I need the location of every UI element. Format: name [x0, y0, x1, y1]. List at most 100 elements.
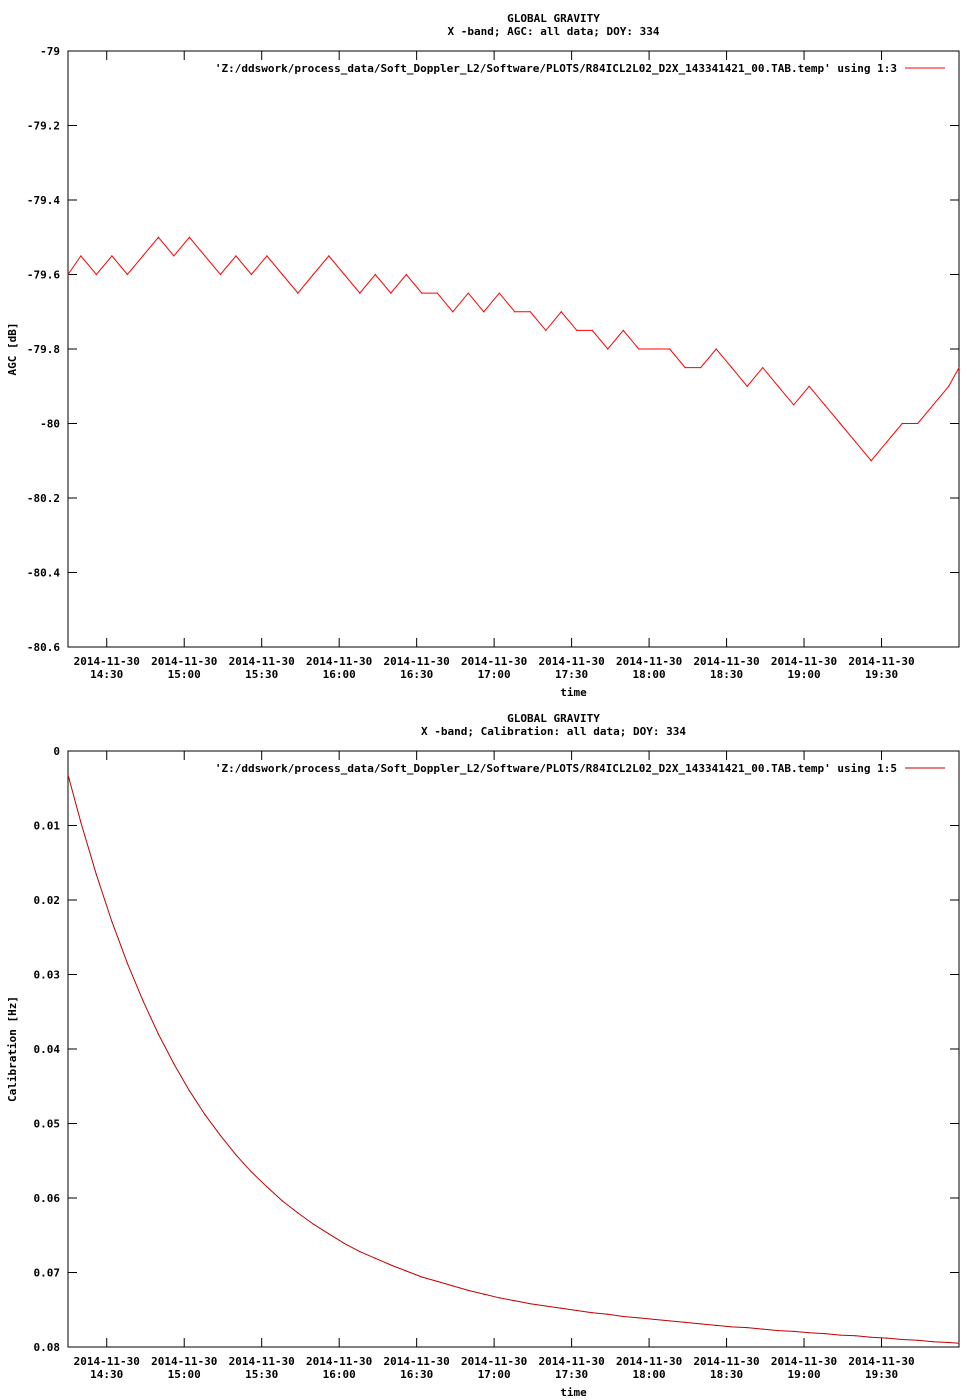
data-point — [483, 1293, 485, 1295]
data-point — [958, 367, 960, 369]
x-tick-time-label: 17:30 — [555, 1368, 588, 1381]
x-tick-time-label: 14:30 — [90, 1368, 123, 1381]
data-point — [638, 348, 640, 350]
data-point — [312, 1223, 314, 1225]
x-tick-time-label: 15:00 — [168, 1368, 201, 1381]
data-point — [793, 404, 795, 406]
y-tick-label: -79.8 — [27, 343, 60, 356]
data-point — [684, 367, 686, 369]
data-point — [514, 1300, 516, 1302]
data-point — [870, 1336, 872, 1338]
data-point — [622, 329, 624, 331]
x-tick-time-label: 15:30 — [245, 668, 278, 681]
data-point — [436, 292, 438, 294]
data-point — [157, 1033, 159, 1035]
y-tick-label: -79.2 — [27, 120, 60, 133]
data-point — [374, 273, 376, 276]
data-point — [777, 1330, 779, 1332]
x-tick-date-label: 2014-11-30 — [151, 1355, 217, 1368]
data-point — [715, 348, 717, 350]
x-tick-time-label: 19:30 — [865, 1368, 898, 1381]
data-point — [746, 1327, 748, 1329]
x-tick-time-label: 16:30 — [400, 1368, 433, 1381]
data-point — [235, 255, 237, 257]
x-tick-date-label: 2014-11-30 — [306, 1355, 372, 1368]
data-point — [653, 348, 655, 350]
data-point — [343, 273, 345, 276]
y-tick-label: 0.01 — [34, 820, 61, 833]
data-point — [591, 329, 593, 331]
series-line — [67, 236, 960, 462]
data-point — [824, 1332, 826, 1335]
data-point — [932, 404, 934, 406]
y-tick-label: 0.03 — [34, 969, 61, 982]
data-point — [917, 1339, 919, 1341]
x-tick-date-label: 2014-11-30 — [693, 655, 759, 668]
y-tick-label: 0.02 — [34, 894, 61, 907]
data-point — [80, 255, 82, 257]
data-point — [126, 962, 128, 964]
data-point — [529, 1303, 531, 1305]
x-tick-time-label: 19:30 — [865, 668, 898, 681]
data-point — [452, 311, 454, 313]
data-point — [359, 1251, 361, 1253]
x-tick-time-label: 18:00 — [633, 1368, 666, 1381]
data-point — [80, 821, 82, 824]
data-point — [374, 1257, 376, 1259]
x-axis-label: time — [560, 686, 587, 699]
data-point — [700, 1323, 702, 1325]
chart-title: GLOBAL GRAVITY — [507, 712, 600, 725]
y-tick-label: -80.2 — [27, 492, 60, 505]
data-point — [839, 1334, 841, 1336]
data-point — [793, 1330, 795, 1332]
y-tick-label: 0.05 — [34, 1118, 61, 1131]
x-tick-date-label: 2014-11-30 — [384, 1355, 450, 1368]
data-point — [653, 1318, 655, 1321]
x-axis-label: time — [560, 1386, 587, 1399]
data-point — [111, 921, 113, 923]
data-point — [715, 1324, 717, 1326]
x-tick-time-label: 14:30 — [90, 668, 123, 681]
data-point — [591, 1312, 593, 1314]
data-point — [452, 1285, 454, 1287]
y-tick-label: -80 — [40, 418, 60, 431]
data-point — [917, 422, 919, 425]
data-point — [498, 292, 500, 294]
y-tick-label: 0.04 — [34, 1043, 61, 1056]
data-point — [839, 422, 841, 425]
data-point — [808, 1332, 810, 1334]
data-point — [638, 1317, 640, 1319]
chart-subtitle: X -band; Calibration: all data; DOY: 334 — [421, 725, 686, 738]
data-point — [67, 774, 69, 776]
data-point — [746, 385, 748, 387]
data-point — [684, 1321, 686, 1324]
data-point — [731, 1326, 733, 1328]
data-point — [948, 385, 950, 387]
data-point — [901, 1338, 903, 1341]
data-point — [762, 1328, 764, 1330]
data-point — [777, 385, 779, 387]
data-point — [204, 1113, 206, 1116]
chart-subtitle: X -band; AGC: all data; DOY: 334 — [448, 25, 660, 38]
data-point — [266, 255, 268, 257]
data-point — [188, 236, 190, 238]
chart-title: GLOBAL GRAVITY — [507, 12, 600, 25]
y-tick-label: -80.6 — [27, 641, 60, 654]
data-point — [405, 273, 407, 276]
x-tick-date-label: 2014-11-30 — [771, 655, 837, 668]
data-point — [855, 1335, 857, 1337]
data-point — [870, 460, 872, 462]
x-tick-time-label: 15:30 — [245, 1368, 278, 1381]
data-point — [948, 1341, 950, 1344]
data-point — [467, 292, 469, 294]
x-tick-date-label: 2014-11-30 — [538, 1355, 604, 1368]
data-point — [901, 422, 903, 425]
x-tick-date-label: 2014-11-30 — [229, 1355, 295, 1368]
data-point — [142, 255, 144, 257]
data-point — [111, 255, 113, 257]
x-tick-date-label: 2014-11-30 — [384, 655, 450, 668]
data-point — [669, 348, 671, 350]
data-point — [173, 255, 175, 257]
